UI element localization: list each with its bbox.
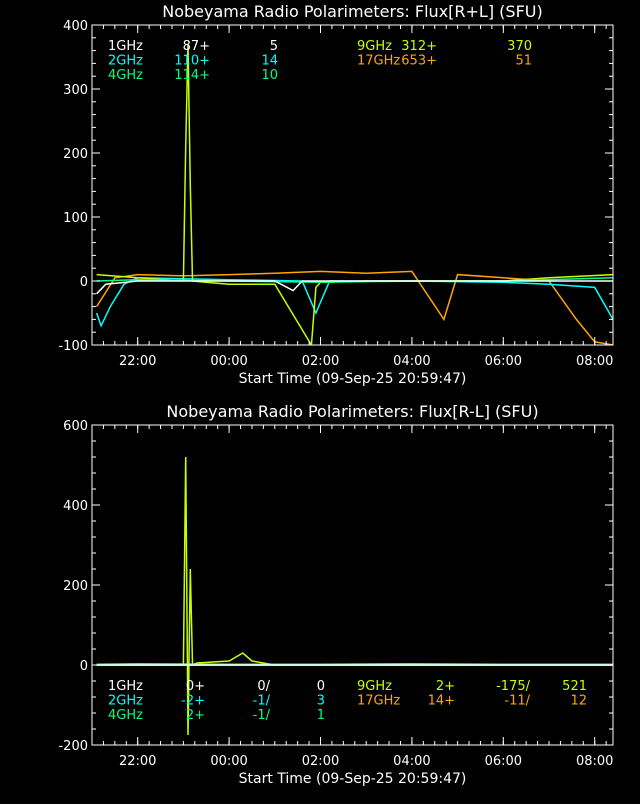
y-tick-label: 400 <box>63 19 88 34</box>
x-axis-label: Start Time (09-Sep-25 20:59:47) <box>239 371 467 387</box>
chart-title: Nobeyama Radio Polarimeters: Flux[R-L] (… <box>166 402 538 421</box>
legend-v1-4GHz: 114+ <box>174 68 210 83</box>
legend-v1-17GHz: 653+ <box>401 54 437 69</box>
y-tick-label: 200 <box>63 579 88 594</box>
x-tick-label: 02:00 <box>302 354 339 369</box>
legend-v2-1GHz: 0/ <box>257 679 270 694</box>
chart-title: Nobeyama Radio Polarimeters: Flux[R+L] (… <box>162 2 542 21</box>
y-tick-label: 0 <box>80 659 88 674</box>
legend-v2-1GHz: 5 <box>270 39 278 54</box>
y-tick-label: -200 <box>58 739 88 754</box>
x-axis-label: Start Time (09-Sep-25 20:59:47) <box>239 771 467 787</box>
x-tick-label: 00:00 <box>210 754 247 769</box>
legend-text-17GHz: 17GHz <box>357 694 400 709</box>
legend-v2-2GHz: -1/ <box>253 694 271 709</box>
plot-frame <box>92 425 613 745</box>
series-line-9GHz <box>97 457 613 735</box>
legend-text-17GHz: 17GHz <box>357 54 400 69</box>
y-tick-label: 300 <box>63 83 88 98</box>
legend-v2-9GHz: 370 <box>507 39 532 54</box>
x-tick-label: 22:00 <box>119 354 156 369</box>
series-group <box>97 457 613 735</box>
legend-v1-17GHz: 14+ <box>428 694 455 709</box>
y-tick-label: 400 <box>63 499 88 514</box>
flux-diff-chart: Nobeyama Radio Polarimeters: Flux[R-L] (… <box>0 400 640 800</box>
legend-v2-9GHz: -175/ <box>496 679 531 694</box>
legend-text-4GHz: 4GHz <box>108 708 143 723</box>
x-tick-label: 04:00 <box>393 754 430 769</box>
legend-text-1GHz: 1GHz <box>108 679 143 694</box>
series-group <box>97 44 613 345</box>
legend-text-1GHz: 1GHz <box>108 39 143 54</box>
legend-v3-2GHz: 3 <box>317 694 325 709</box>
legend-v1-4GHz: 2+ <box>186 708 205 723</box>
legend-v2-4GHz: -1/ <box>253 708 271 723</box>
legend-text-9GHz: 9GHz <box>357 679 392 694</box>
legend-v1-2GHz: 110+ <box>174 54 210 69</box>
x-tick-label: 02:00 <box>302 754 339 769</box>
chart-panel-diff: Nobeyama Radio Polarimeters: Flux[R-L] (… <box>0 400 640 800</box>
x-tick-label: 22:00 <box>119 754 156 769</box>
flux-sum-chart: Nobeyama Radio Polarimeters: Flux[R+L] (… <box>0 0 640 400</box>
legend-v1-1GHz: 0+ <box>186 679 205 694</box>
y-tick-label: 600 <box>63 419 88 434</box>
x-tick-label: 08:00 <box>576 754 613 769</box>
x-tick-label: 08:00 <box>576 354 613 369</box>
legend-text-9GHz: 9GHz <box>357 39 392 54</box>
legend-text-2GHz: 2GHz <box>108 54 143 69</box>
legend-v1-2GHz: -2+ <box>181 694 205 709</box>
legend-v2-4GHz: 10 <box>261 68 278 83</box>
chart-panel-sum: Nobeyama Radio Polarimeters: Flux[R+L] (… <box>0 0 640 400</box>
y-tick-label: 0 <box>80 275 88 290</box>
legend-v3-1GHz: 0 <box>317 679 325 694</box>
x-tick-label: 00:00 <box>210 354 247 369</box>
x-tick-label: 06:00 <box>485 354 522 369</box>
x-tick-label: 04:00 <box>393 354 430 369</box>
legend-v3-9GHz: 521 <box>562 679 587 694</box>
series-line-9GHz <box>97 44 613 345</box>
legend-text-4GHz: 4GHz <box>108 68 143 83</box>
legend-v1-9GHz: 312+ <box>401 39 437 54</box>
legend-v2-2GHz: 14 <box>261 54 278 69</box>
x-tick-label: 06:00 <box>485 754 522 769</box>
legend-v3-4GHz: 1 <box>317 708 325 723</box>
y-tick-label: 200 <box>63 147 88 162</box>
y-tick-label: -100 <box>58 339 88 354</box>
plot-frame <box>92 25 613 345</box>
legend-v3-17GHz: 12 <box>570 694 587 709</box>
legend-v2-17GHz: -11/ <box>504 694 530 709</box>
legend-text-2GHz: 2GHz <box>108 694 143 709</box>
legend-v1-9GHz: 2+ <box>436 679 455 694</box>
legend-v1-1GHz: 87+ <box>183 39 210 54</box>
legend-v2-17GHz: 51 <box>515 54 532 69</box>
y-tick-label: 100 <box>63 211 88 226</box>
series-line-2GHz <box>97 278 613 326</box>
